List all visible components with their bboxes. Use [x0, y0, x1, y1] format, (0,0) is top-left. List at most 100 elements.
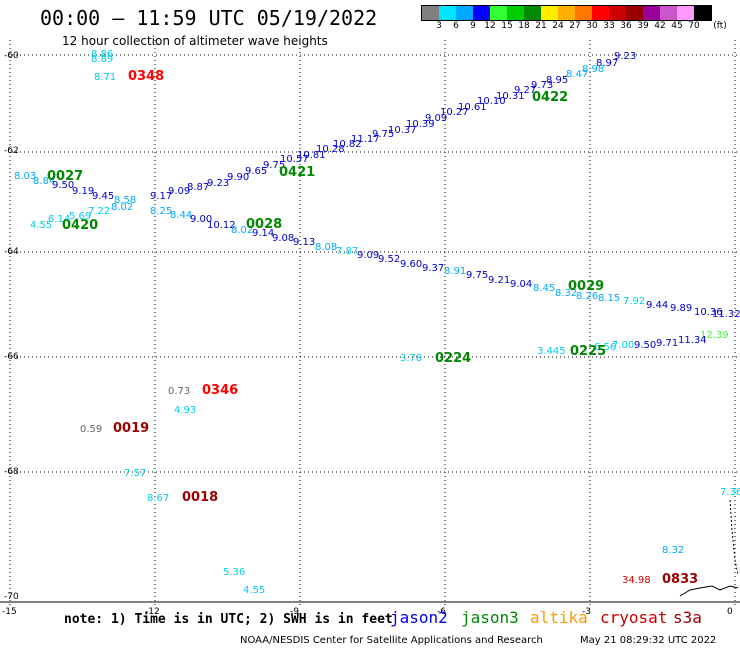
swh-reading: 7.92 — [623, 296, 645, 307]
scale-swatch — [609, 6, 626, 20]
scale-swatch — [422, 6, 439, 20]
pass-label: 0224 — [435, 351, 471, 366]
pass-label: 0018 — [182, 490, 218, 505]
swh-reading: 9.89 — [670, 303, 692, 314]
map-title: 00:00 – 11:59 UTC 05/19/2022 — [40, 6, 378, 30]
scale-label: 42 — [654, 21, 666, 31]
swh-reading: 9.52 — [378, 254, 400, 265]
swh-reading: 8.67 — [147, 493, 169, 504]
satellite-cryosat: cryosat — [600, 608, 668, 627]
swh-reading: 9.08 — [272, 233, 294, 244]
swh-reading: 9.23 — [207, 178, 229, 189]
pass-label: 0029 — [568, 279, 604, 294]
credit-line: NOAA/NESDIS Center for Satellite Applica… — [240, 635, 543, 646]
scale-label: 33 — [603, 21, 615, 31]
scale-swatch — [643, 6, 660, 20]
swh-reading: 11.32 — [712, 309, 740, 320]
swh-reading: 12.39 — [700, 330, 729, 341]
scale-label: 21 — [535, 21, 547, 31]
swh-reading: 8.25 — [150, 206, 172, 217]
swh-reading: 9.04 — [510, 279, 532, 290]
scale-swatch — [575, 6, 592, 20]
swh-reading: 8.89 — [91, 54, 113, 65]
swh-reading: 9.75 — [372, 129, 394, 140]
lon-label: 0 — [727, 607, 733, 617]
scale-label: 27 — [569, 21, 581, 31]
scale-label: 3 — [436, 21, 442, 31]
swh-reading: 7.57 — [124, 468, 146, 479]
swh-reading: 8.71 — [94, 72, 116, 83]
satellite-s3a: s3a — [673, 608, 702, 627]
scale-label: 70 — [688, 21, 700, 31]
swh-reading: 10.39 — [406, 119, 435, 130]
scale-swatch — [541, 6, 558, 20]
swh-reading: 8.58 — [114, 195, 136, 206]
swh-reading: 5.36 — [223, 567, 245, 578]
swh-reading: 10.37 — [388, 125, 417, 136]
satellite-jason2: jason2 — [390, 608, 448, 627]
swh-reading: 8.97 — [596, 58, 618, 69]
swh-reading: 9.50 — [52, 180, 74, 191]
swh-reading: 10.81 — [297, 150, 326, 161]
swh-reading: 9.14 — [252, 228, 274, 239]
scale-label: 18 — [518, 21, 530, 31]
scale-label: 36 — [620, 21, 632, 31]
swh-reading: 5.69 — [69, 211, 91, 222]
color-scale-bar — [421, 5, 712, 21]
swh-reading: 9.60 — [400, 259, 422, 270]
swh-reading: 7.36 — [720, 487, 740, 498]
swh-reading: 9.21 — [488, 275, 510, 286]
swh-reading: 9.37 — [422, 263, 444, 274]
swh-reading: 8.95 — [546, 75, 568, 86]
lat-label: -60 — [4, 51, 19, 61]
scale-label: 24 — [552, 21, 564, 31]
pass-label: 0027 — [47, 169, 83, 184]
lon-label: -9 — [290, 607, 299, 617]
swh-reading: 8.02 — [231, 225, 253, 236]
lat-label: -64 — [4, 247, 19, 257]
lat-label: -62 — [4, 146, 19, 156]
pass-label: 0348 — [128, 69, 164, 84]
swh-reading: 7.00 — [612, 340, 634, 351]
scale-label: 6 — [453, 21, 459, 31]
scale-swatch — [558, 6, 575, 20]
swh-reading: 9.27 — [514, 85, 536, 96]
swh-reading: 9.09 — [425, 113, 447, 124]
lon-label: -15 — [2, 607, 17, 617]
swh-reading: 3.445 — [537, 346, 566, 357]
pass-label: 0225 — [570, 344, 606, 359]
swh-reading: 9.17 — [150, 191, 172, 202]
swh-reading: 9.75 — [466, 270, 488, 281]
swh-reading: 9.73 — [531, 80, 553, 91]
swh-reading: 8.15 — [598, 293, 620, 304]
scale-swatch — [490, 6, 507, 20]
swh-reading: 4.55 — [243, 585, 265, 596]
pass-label: 0422 — [532, 90, 568, 105]
swh-reading: 7.87 — [336, 246, 358, 257]
generation-timestamp: May 21 08:29:32 UTC 2022 — [580, 635, 717, 646]
scale-swatch — [473, 6, 490, 20]
scale-swatch — [677, 6, 694, 20]
swh-reading: 4.93 — [174, 405, 196, 416]
swh-reading: 10.61 — [458, 102, 487, 113]
scale-label: 45 — [671, 21, 683, 31]
swh-reading: 8.44 — [170, 210, 192, 221]
pass-label: 0833 — [662, 572, 698, 587]
swh-reading: 0.73 — [168, 386, 190, 397]
swh-reading: 8.86 — [91, 49, 113, 60]
swh-reading: 8.32 — [662, 545, 684, 556]
lat-label: -68 — [4, 467, 19, 477]
satellite-altika: altika — [530, 608, 588, 627]
swh-reading: 8.47 — [566, 69, 588, 80]
swh-reading: 7.22 — [88, 206, 110, 217]
swh-reading: 9.23 — [614, 51, 636, 62]
swh-reading: 3.78 — [400, 353, 422, 364]
pass-label: 0019 — [113, 421, 149, 436]
swh-reading: 9.90 — [227, 172, 249, 183]
swh-reading: 10.27 — [440, 107, 469, 118]
swh-reading: 11.34 — [678, 335, 707, 346]
lon-label: -6 — [437, 607, 446, 617]
swh-reading: 10.28 — [316, 144, 345, 155]
scale-label: 9 — [470, 21, 476, 31]
